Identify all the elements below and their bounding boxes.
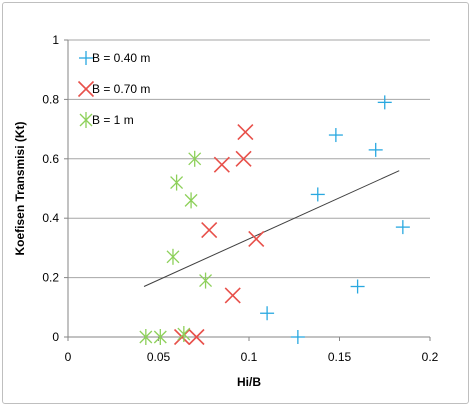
data-point-series-1 <box>290 330 305 344</box>
y-tick-label: 0.8 <box>42 92 59 106</box>
data-point-series-1 <box>395 220 410 235</box>
x-tick-label: 0.2 <box>422 350 439 364</box>
data-point-series-2 <box>248 230 265 248</box>
legend-item: B = 1 m <box>79 112 134 128</box>
x-tick-label: 0.05 <box>147 350 171 364</box>
legend: B = 0.40 m B = 0.70 m B = 1 m <box>77 51 150 128</box>
y-tick-label: 0 <box>52 330 59 344</box>
x-axis-title: Hi/B <box>237 375 261 389</box>
data-point-series-1 <box>328 128 343 143</box>
data-point-series-2 <box>213 156 230 173</box>
data-point-series-2 <box>188 328 205 346</box>
y-tick-label: 0.2 <box>42 271 59 285</box>
data-point-series-1 <box>377 95 392 110</box>
trendline <box>143 170 400 287</box>
y-tick-labels: 0 0.2 0.4 0.6 0.8 1 <box>42 33 59 344</box>
data-point-series-2 <box>173 328 191 346</box>
data-point-series-2 <box>224 287 241 304</box>
data-point-series-2 <box>235 150 252 167</box>
y-tick-label: 1 <box>52 33 59 47</box>
axes <box>64 39 431 341</box>
legend-marker <box>77 80 95 98</box>
data-point-series-3 <box>166 248 180 265</box>
data-point-series-3 <box>184 192 198 209</box>
legend-label: B = 1 m <box>92 113 134 127</box>
data-point-series-1 <box>368 142 383 157</box>
trendline-layer <box>143 170 400 287</box>
legend-marker <box>79 51 93 65</box>
data-point-series-3 <box>153 329 167 345</box>
data-point-series-1 <box>310 187 325 202</box>
x-tick-label: 0.1 <box>241 350 258 364</box>
y-axis-title: Koefisen Transmisi (Kt) <box>13 121 27 255</box>
data-point-series-3 <box>177 326 191 343</box>
legend-item: B = 0.70 m <box>77 80 150 98</box>
data-point-series-1 <box>350 279 365 294</box>
legend-item: B = 0.40 m <box>79 51 150 65</box>
gridlines <box>68 39 430 279</box>
data-point-series-2 <box>237 124 254 141</box>
data-point-series-3 <box>139 329 153 345</box>
y-tick-label: 0.6 <box>42 152 59 166</box>
legend-label: B = 0.40 m <box>92 51 150 65</box>
data-points <box>139 95 410 346</box>
data-point-series-2 <box>201 222 218 239</box>
data-point-series-3 <box>170 174 184 191</box>
data-point-series-1 <box>260 306 275 321</box>
x-tick-label: 0 <box>65 350 72 364</box>
x-tick-labels: 0 0.05 0.1 0.15 0.2 <box>65 350 439 364</box>
legend-label: B = 0.70 m <box>92 82 150 96</box>
data-point-series-3 <box>188 150 202 167</box>
y-tick-label: 0.4 <box>42 211 59 225</box>
x-tick-label: 0.15 <box>328 350 352 364</box>
data-point-series-3 <box>199 272 213 289</box>
legend-marker <box>79 112 93 128</box>
